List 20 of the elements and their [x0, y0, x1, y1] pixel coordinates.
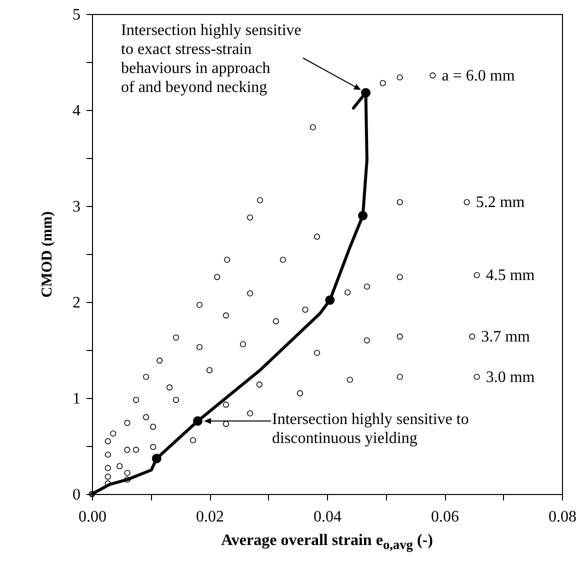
series-label: 4.5 mm [486, 267, 536, 284]
y-tick-label: 1 [72, 390, 80, 408]
series-label: 5.2 mm [476, 194, 526, 212]
x-tick-label: 0.06 [431, 508, 459, 526]
series-label: 3.0 mm [486, 368, 536, 386]
y-tick-label: 5 [72, 6, 80, 24]
x-tick-label: 0.08 [548, 508, 576, 526]
x-axis-title: Average overall strain e$_{o,avg}$ (-) [220, 532, 434, 554]
series-label: a = 6.0 mm [442, 67, 516, 84]
y-tick-label: 3 [72, 198, 80, 216]
y-tick-label: 4 [72, 102, 80, 120]
x-tick-label: 0.04 [314, 508, 342, 526]
annotation: Intersection highly sensitive to discontinuous yielding [272, 411, 469, 447]
y-axis-title: CMOD (mm) [40, 211, 56, 298]
series-label: 3.7 mm [481, 328, 531, 346]
y-tick-label: 2 [72, 294, 80, 312]
y-tick-label: 0 [72, 486, 80, 504]
annotation: Intersection highly sensitive to exact stress-strain behaviours in approach of and beyond necking [121, 22, 302, 96]
x-tick-label: 0.00 [78, 508, 106, 526]
x-tick-label: 0.02 [196, 508, 224, 526]
